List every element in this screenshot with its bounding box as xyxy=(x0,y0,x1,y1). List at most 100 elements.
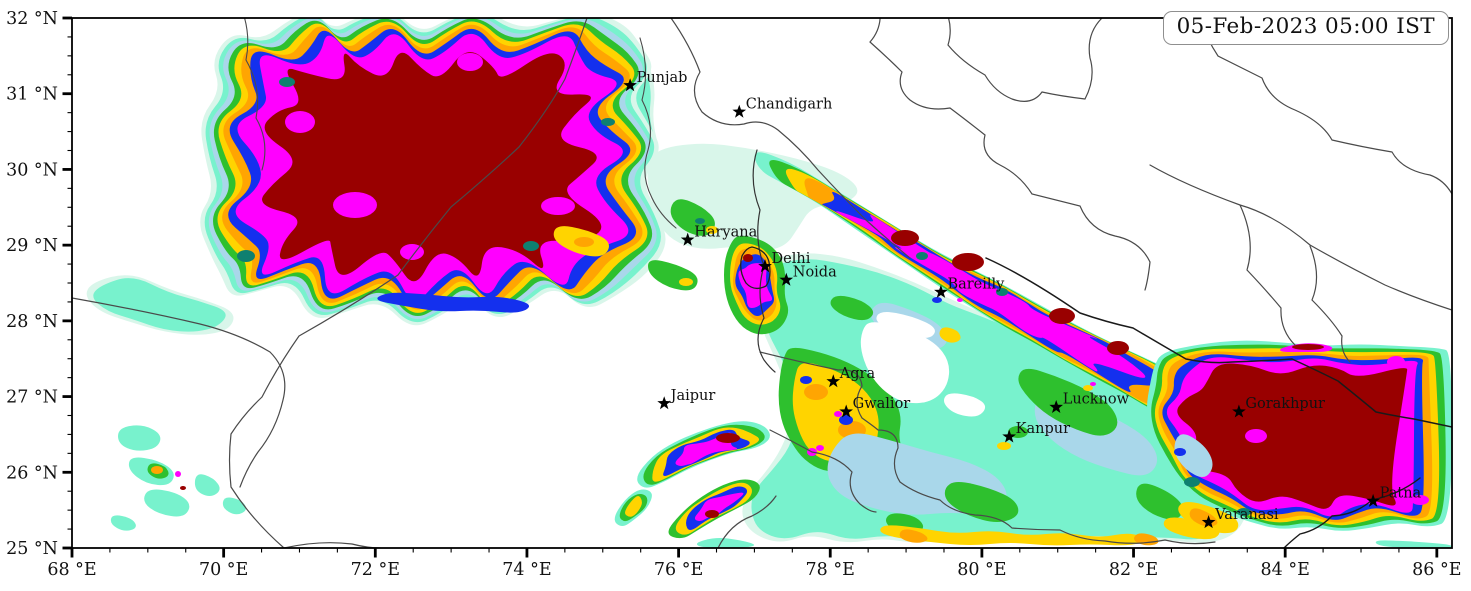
city-label: Noida xyxy=(793,264,837,280)
state-border-line xyxy=(639,37,677,229)
fog-blob xyxy=(860,322,950,404)
fog-blob-foothill-band xyxy=(836,211,1146,378)
city-star-icon xyxy=(779,272,794,286)
city-star-icon xyxy=(1049,400,1063,413)
city-noida: Noida xyxy=(779,264,837,286)
state-border-line xyxy=(947,18,1103,102)
city-label: Punjab xyxy=(637,70,688,86)
city-label: Gorakhpur xyxy=(1245,396,1325,412)
y-tick-label: 27 °N xyxy=(6,388,58,408)
city-star-icon xyxy=(826,374,841,388)
fog-blob xyxy=(1375,540,1452,548)
fog-blob xyxy=(1245,429,1267,443)
city-star-icon xyxy=(1232,404,1246,418)
fog-blob xyxy=(1387,356,1405,368)
city-label: Delhi xyxy=(772,251,811,267)
fog-blob xyxy=(816,445,824,451)
city-lucknow: Lucknow xyxy=(1049,392,1130,413)
fog-blob xyxy=(916,252,928,260)
fog-blob xyxy=(194,474,220,496)
y-tick-label: 32 °N xyxy=(6,9,58,29)
fog-blob xyxy=(830,295,874,321)
fog-blob xyxy=(333,192,377,218)
fog-blob xyxy=(377,292,530,313)
state-border-line xyxy=(72,297,286,488)
fog-blob xyxy=(1237,508,1251,516)
fog-blob xyxy=(1184,477,1200,487)
y-tick-label: 25 °N xyxy=(6,539,58,559)
city-star-icon xyxy=(839,404,853,418)
fog-blob xyxy=(1018,368,1118,436)
city-star-icon xyxy=(1366,493,1380,507)
state-border-line xyxy=(717,495,777,548)
state-border-line xyxy=(670,18,911,259)
y-tick-label: 31 °N xyxy=(6,85,58,105)
state-border-line xyxy=(1149,164,1452,311)
fog-blob-delhi-pocket xyxy=(738,263,773,309)
state-border-line xyxy=(1283,477,1421,548)
fog-blob xyxy=(899,529,928,543)
fog-blob xyxy=(1107,341,1129,355)
fog-blob xyxy=(1083,385,1093,391)
fog-blob xyxy=(944,482,1019,522)
fog-blob xyxy=(957,298,963,302)
fog-blob xyxy=(648,260,698,291)
x-tick-label: 78 °E xyxy=(806,560,855,580)
axes-ticks: 68 °E 70 °E 72 °E 74 °E 76 °E 78 °E 80 °E 82 °E… xyxy=(6,9,1461,580)
fog-blob xyxy=(944,393,986,417)
fog-blob xyxy=(695,218,705,224)
fog-blob xyxy=(1174,448,1186,456)
fog-blob xyxy=(679,278,693,286)
fog-blob xyxy=(1292,344,1324,350)
fog-blob xyxy=(285,111,315,133)
fog-blob xyxy=(118,425,161,451)
city-star-icon xyxy=(680,232,695,246)
fog-blob xyxy=(457,53,483,71)
fog-blob xyxy=(541,197,575,215)
city-star-icon xyxy=(732,104,747,118)
fog-blob xyxy=(952,253,984,271)
fog-blob xyxy=(839,415,853,425)
state-border-line xyxy=(759,351,1216,545)
state-borders-layer xyxy=(72,18,1452,548)
city-star-icon xyxy=(657,396,671,410)
fog-blob xyxy=(705,510,719,518)
x-tick-label: 82 °E xyxy=(1109,560,1158,580)
city-label: Haryana xyxy=(694,224,757,240)
city-haryana: Haryana xyxy=(680,224,758,246)
x-tick-label: 72 °E xyxy=(351,560,400,580)
city-jaipur: Jaipur xyxy=(657,388,716,410)
fog-blob-aravalli-band-3 xyxy=(624,495,642,517)
fog-blob xyxy=(523,241,539,251)
x-tick-label: 68 °E xyxy=(47,560,96,580)
fog-blob xyxy=(222,497,246,515)
fog-blob xyxy=(1163,517,1220,540)
state-border-line xyxy=(752,149,776,373)
city-star-icon xyxy=(934,284,948,298)
x-tick-label: 70 °E xyxy=(199,560,248,580)
fog-blob xyxy=(716,433,740,443)
state-border-line xyxy=(869,18,1151,291)
city-label: Jaipur xyxy=(669,388,716,404)
x-tick-label: 86 °E xyxy=(1412,560,1461,580)
fog-blob xyxy=(800,376,812,384)
fog-blob xyxy=(180,486,186,490)
fog-blob xyxy=(1174,434,1213,477)
fog-blob-east-mass xyxy=(1177,363,1408,509)
fog-blob xyxy=(1049,308,1075,324)
fog-blob xyxy=(932,297,942,303)
fog-blob xyxy=(574,237,594,247)
y-tick-label: 30 °N xyxy=(6,160,58,180)
city-kanpur: Kanpur xyxy=(1002,421,1070,443)
city-label: Gwalior xyxy=(853,396,911,412)
fog-blob xyxy=(237,250,255,262)
city-label: Bareilly xyxy=(947,277,1005,293)
city-gwalior: Gwalior xyxy=(839,396,911,418)
city-label: Lucknow xyxy=(1063,392,1130,408)
city-bareilly: Bareilly xyxy=(934,277,1005,298)
x-tick-label: 76 °E xyxy=(654,560,703,580)
fog-blob xyxy=(804,384,828,400)
x-tick-label: 74 °E xyxy=(502,560,551,580)
